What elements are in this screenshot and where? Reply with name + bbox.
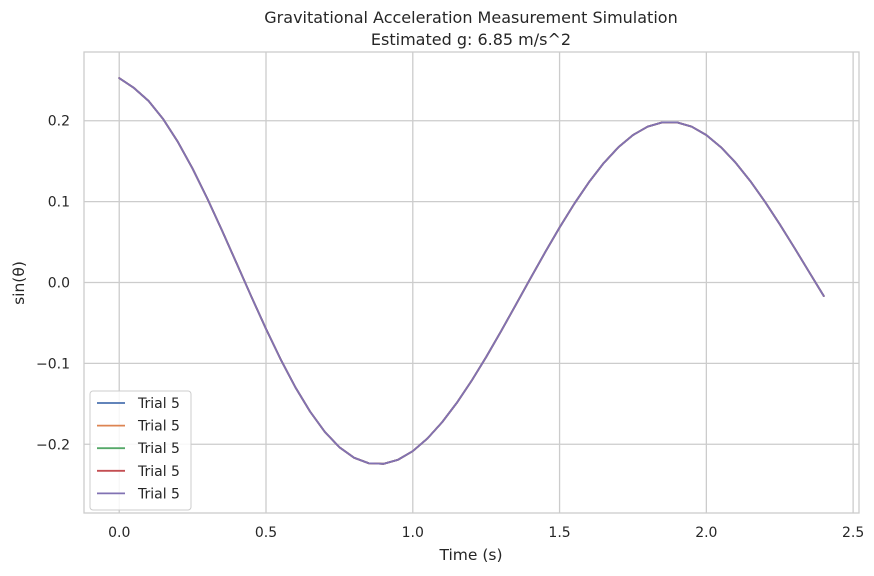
- x-tick-label-3: 1.5: [548, 525, 570, 541]
- legend-label-2: Trial 5: [137, 419, 180, 435]
- y-tick-label-4: 0.2: [48, 114, 70, 130]
- series-line-5: [118, 77, 825, 465]
- x-axis-ticks: 0.0 0.5 1.0 1.5 2.0 2.5: [108, 525, 864, 541]
- x-tick-label-0: 0.0: [108, 525, 130, 541]
- x-tick-label-2: 1.0: [402, 525, 424, 541]
- legend: Trial 5 Trial 5 Trial 5 Trial 5 Trial 5: [89, 390, 192, 511]
- legend-label-4: Trial 5: [137, 464, 180, 480]
- legend-label-1: Trial 5: [137, 396, 180, 412]
- chart-subtitle: Estimated g: 6.85 m/s^2: [371, 30, 571, 49]
- y-tick-label-0: −0.2: [36, 437, 70, 453]
- axes-frame: [83, 51, 860, 514]
- x-axis-label: Time (s): [438, 546, 502, 564]
- grid: [84, 52, 859, 513]
- chart-title: Gravitational Acceleration Measurement S…: [264, 8, 677, 27]
- x-tick-label-5: 2.5: [842, 525, 864, 541]
- y-tick-label-2: 0.0: [48, 276, 70, 292]
- x-tick-label-4: 2.0: [695, 525, 717, 541]
- legend-label-3: Trial 5: [137, 441, 180, 457]
- series-lines: [118, 77, 825, 465]
- y-axis-ticks: −0.2 −0.1 0.0 0.1 0.2: [36, 114, 70, 454]
- legend-label-5: Trial 5: [137, 486, 180, 502]
- y-tick-label-3: 0.1: [48, 195, 70, 211]
- y-tick-label-1: −0.1: [36, 356, 70, 372]
- y-axis-label: sin(θ): [10, 261, 28, 305]
- legend-box: [89, 390, 192, 511]
- axes-border: [83, 51, 860, 514]
- x-tick-label-1: 0.5: [255, 525, 277, 541]
